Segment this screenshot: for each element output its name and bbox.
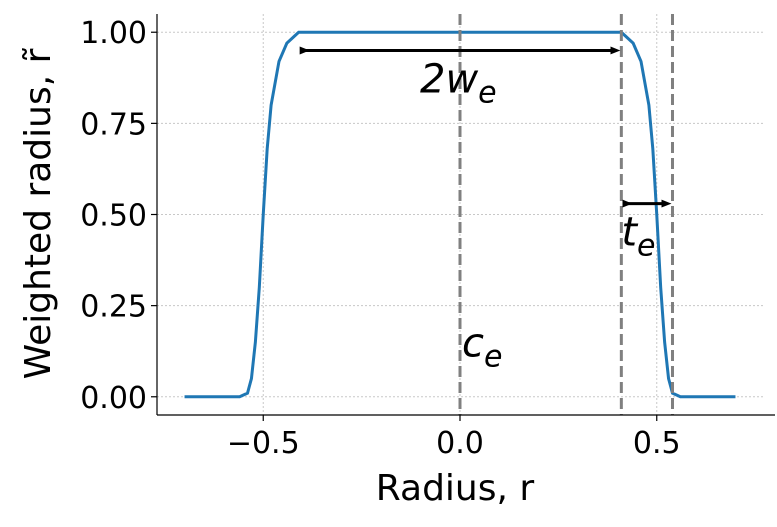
y-tick-label: 0.50	[80, 199, 147, 234]
y-tick-label: 1.00	[80, 16, 147, 51]
annotation-text: 2w	[420, 56, 478, 102]
y-tick-label: 0.75	[80, 107, 147, 142]
annotation-subscript: e	[478, 75, 496, 110]
x-tick-label: 0.0	[436, 426, 484, 461]
annotation-label: 2we	[420, 56, 497, 110]
y-axis-label: Weighted radius, r̃	[18, 48, 59, 379]
annotation-subscript: e	[484, 339, 502, 374]
annotation-text: c	[462, 320, 484, 366]
y-tick-label: 0.00	[80, 381, 147, 416]
x-axis-label: Radius, r	[376, 468, 535, 509]
y-tick-label: 0.25	[80, 290, 147, 325]
annotation-text: t	[621, 210, 638, 256]
x-tick-label: 0.5	[633, 426, 681, 461]
x-tick-label: −0.5	[227, 426, 300, 461]
annotation-subscript: e	[637, 229, 655, 264]
annotation-label: ce	[462, 320, 502, 374]
annotation-label: te	[621, 210, 655, 264]
